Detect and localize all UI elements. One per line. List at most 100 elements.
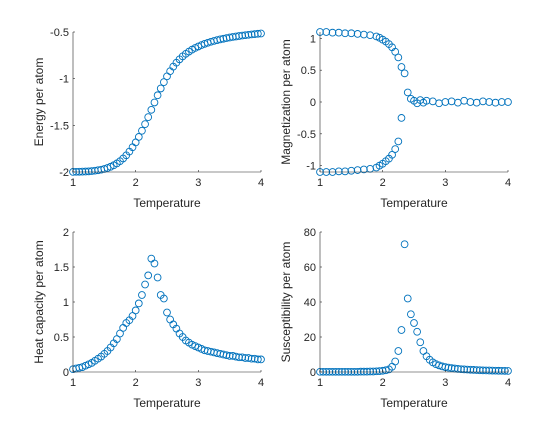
y-tick-label: 0 <box>63 367 69 379</box>
y-axis-label: Heat capacity per atom <box>32 240 46 363</box>
data-point <box>244 30 253 39</box>
data-point <box>84 167 93 176</box>
chart-energy: 1 2 3 4 -2 -1.5 -1 -0.5 Temperature Energy per at… <box>32 27 265 210</box>
data-point <box>356 367 365 376</box>
data-point <box>460 365 468 374</box>
data-point <box>397 326 406 334</box>
y-tick-label: -1 <box>59 74 69 86</box>
data-point <box>163 308 171 317</box>
y-axis-label: Energy per atom <box>32 58 46 147</box>
y-tick-label: 40 <box>304 297 316 309</box>
x-tick-label: 4 <box>258 177 264 189</box>
y-tick-label: 1 <box>63 297 69 309</box>
data-point <box>447 97 456 106</box>
data-point <box>166 315 174 324</box>
data-point <box>138 291 146 299</box>
data-point <box>322 28 331 36</box>
data-point <box>238 31 247 40</box>
x-tick-label: 1 <box>317 377 323 389</box>
data-point <box>153 273 162 282</box>
data-point <box>366 31 374 40</box>
data-point <box>369 367 378 376</box>
data-point <box>394 137 403 146</box>
data-point <box>488 366 497 375</box>
data-point <box>160 78 168 86</box>
x-tick-label: 2 <box>133 377 139 389</box>
x-axis-label: Temperature <box>380 396 448 410</box>
data-point <box>422 96 431 105</box>
data-point <box>235 353 243 362</box>
data-point <box>391 357 400 366</box>
y-tick-label: 80 <box>304 227 316 239</box>
x-tick-label: 1 <box>70 177 76 189</box>
data-point <box>466 365 475 374</box>
data-point <box>413 327 421 336</box>
data-point <box>447 364 456 373</box>
data-points <box>69 254 265 374</box>
y-tick-label: -0.5 <box>50 27 69 39</box>
y-tick-label: 0.5 <box>54 332 69 344</box>
data-point <box>156 84 165 93</box>
x-tick-label: 2 <box>133 177 139 189</box>
x-tick-label: 4 <box>258 377 264 389</box>
data-point <box>119 324 127 332</box>
data-point <box>360 30 368 39</box>
data-point <box>235 32 243 40</box>
data-point <box>247 354 256 363</box>
data-point <box>254 29 262 38</box>
data-point <box>360 165 368 174</box>
data-point <box>347 166 356 175</box>
data-point <box>494 366 503 375</box>
data-point <box>400 69 409 78</box>
data-point <box>394 347 403 355</box>
data-point <box>475 366 484 375</box>
data-point <box>391 47 400 56</box>
data-point <box>497 98 506 106</box>
y-axis-label: Susceptibility per atom <box>279 242 293 363</box>
data-point <box>353 30 362 38</box>
y-tick-label: 1 <box>310 33 316 45</box>
y-tick-label: 20 <box>304 332 316 344</box>
data-points <box>316 240 512 376</box>
data-point <box>163 72 171 81</box>
x-axis-label: Temperature <box>133 396 201 410</box>
data-point <box>410 319 418 327</box>
data-point <box>147 105 156 114</box>
x-axis-label: Temperature <box>133 196 201 210</box>
data-point <box>341 167 349 176</box>
data-point <box>454 98 462 107</box>
data-point <box>491 366 500 375</box>
data-point <box>463 365 472 374</box>
data-point <box>391 145 400 153</box>
data-point <box>341 29 349 38</box>
x-axis-label: Temperature <box>380 196 448 210</box>
data-point <box>441 98 450 106</box>
y-tick-label: 1.5 <box>54 262 69 274</box>
data-point <box>397 114 406 122</box>
data-point <box>238 353 247 362</box>
data-point <box>160 294 168 303</box>
data-point <box>366 164 374 173</box>
data-point <box>407 310 415 319</box>
data-point <box>472 366 481 374</box>
x-tick-label: 3 <box>195 377 201 389</box>
x-tick-label: 1 <box>317 177 323 189</box>
data-point <box>485 98 494 106</box>
data-point <box>328 28 337 37</box>
data-point <box>87 167 96 175</box>
data-point <box>225 352 234 360</box>
data-point <box>241 354 250 362</box>
data-point <box>144 113 153 121</box>
data-point <box>78 167 87 176</box>
y-tick-label: 0 <box>310 367 316 379</box>
data-point <box>485 366 494 375</box>
y-tick-label: 0.5 <box>301 65 316 77</box>
data-point <box>504 98 512 106</box>
y-tick-label: -0.5 <box>297 129 316 141</box>
y-axis-label: Magnetization per atom <box>279 39 293 164</box>
data-point <box>232 352 240 361</box>
data-point <box>147 254 156 263</box>
data-point <box>482 366 490 375</box>
